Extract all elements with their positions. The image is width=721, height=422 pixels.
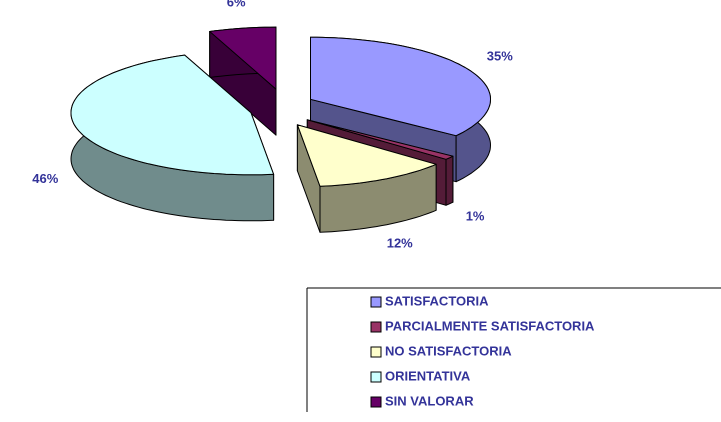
legend-label: SIN VALORAR	[385, 393, 474, 408]
legend-swatch	[370, 371, 382, 383]
slice	[306, 119, 454, 160]
legend-label: PARCIALMENTE SATISFACTORIA	[385, 318, 595, 333]
data-label: 1%	[466, 209, 485, 224]
slice	[70, 54, 275, 176]
slice-wall	[445, 155, 454, 206]
legend-swatch	[370, 346, 382, 358]
legend-swatch	[370, 321, 382, 333]
data-label: 35%	[487, 49, 513, 64]
data-label: 46%	[32, 171, 58, 186]
pie: 6% 35% 46% 1% 12%	[32, 0, 513, 251]
slice	[209, 26, 277, 90]
legend-label: SATISFACTORIA	[385, 293, 489, 308]
legend-label: ORIENTATIVA	[385, 368, 471, 383]
slice	[310, 36, 491, 137]
legend: SATISFACTORIA PARCIALMENTE SATISFACTORIA N…	[370, 293, 595, 408]
legend-swatch	[370, 396, 382, 408]
legend-swatch	[370, 296, 382, 308]
legend-label: NO SATISFACTORIA	[385, 343, 512, 358]
slice	[296, 124, 437, 187]
data-label: 6%	[227, 0, 246, 9]
data-label: 12%	[387, 236, 413, 251]
